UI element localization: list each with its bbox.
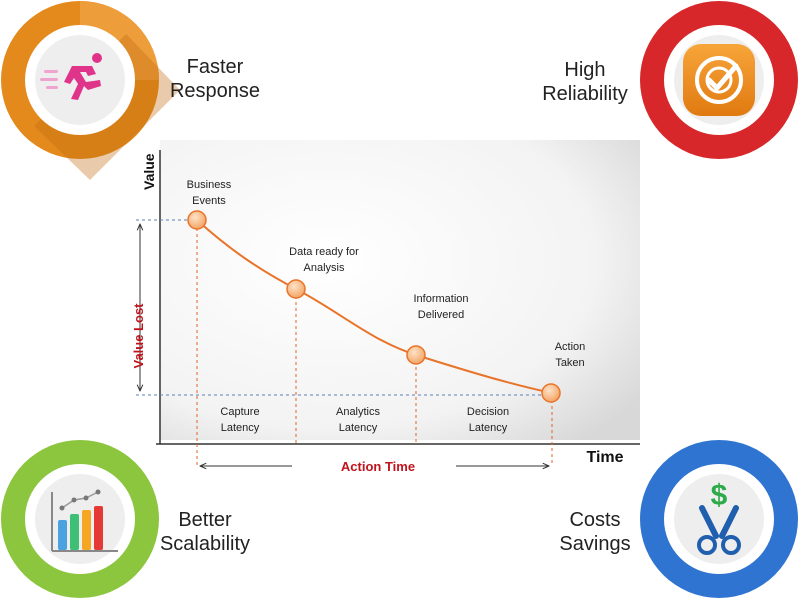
point-action-taken: [541, 383, 561, 403]
feature-badge-costs-savings: $: [640, 440, 798, 598]
latency-label-capture-line1: Capture: [220, 406, 259, 418]
feature-label-line2: Scalability: [159, 533, 251, 555]
feature-label-line1: Better: [178, 509, 232, 531]
feature-label-line2: Reliability: [542, 83, 628, 105]
feature-label-line1: Costs: [569, 509, 621, 531]
action-time-label: Action Time: [341, 459, 415, 474]
latency-label-analytics-line1: Analytics: [336, 406, 381, 418]
point-label-business-events-line1: Business: [187, 179, 232, 191]
point-information-delivered: [406, 345, 426, 365]
latency-label-analytics-line2: Latency: [339, 422, 378, 434]
feature-badge-faster-response: [1, 1, 180, 180]
point-label-information-delivered-line1: Information: [413, 293, 468, 305]
point-data-ready: [286, 279, 306, 299]
target-check-icon: [683, 44, 755, 116]
svg-text:$: $: [711, 479, 728, 512]
feature-label-line2: Savings: [559, 533, 631, 555]
dollar-scissors-icon: $: [697, 479, 741, 555]
feature-label-better-scalability: Better Scalability: [140, 508, 270, 556]
feature-label-faster-response: Faster Response: [150, 55, 280, 103]
value-decay-curve: [196, 219, 553, 394]
latency-label-decision-line2: Latency: [469, 422, 508, 434]
feature-label-line2: Response: [169, 80, 261, 102]
point-label-action-taken-line1: Action: [555, 341, 586, 353]
latency-label-capture-line2: Latency: [221, 422, 260, 434]
feature-label-high-reliability: High Reliability: [520, 58, 650, 106]
feature-label-line1: High: [564, 59, 606, 81]
y-axis-title: Value: [141, 153, 157, 190]
value-lost-label: Value Lost: [131, 303, 146, 369]
point-label-data-ready-line2: Analysis: [304, 262, 345, 274]
point-label-business-events-line2: Events: [192, 195, 226, 207]
bar-chart-icon: [51, 489, 118, 552]
point-business-events: [187, 210, 207, 230]
feature-badge-better-scalability: [1, 440, 159, 598]
feature-badge-high-reliability: [640, 1, 798, 159]
x-axis-title: Time: [586, 449, 623, 466]
feature-label-line1: Faster: [186, 56, 244, 78]
latency-label-decision-line1: Decision: [467, 406, 509, 418]
point-label-information-delivered-line2: Delivered: [418, 309, 464, 321]
feature-label-costs-savings: Costs Savings: [530, 508, 660, 556]
point-label-action-taken-line2: Taken: [555, 357, 584, 369]
point-label-data-ready-line1: Data ready for: [289, 246, 359, 258]
running-person-icon: [40, 53, 102, 100]
